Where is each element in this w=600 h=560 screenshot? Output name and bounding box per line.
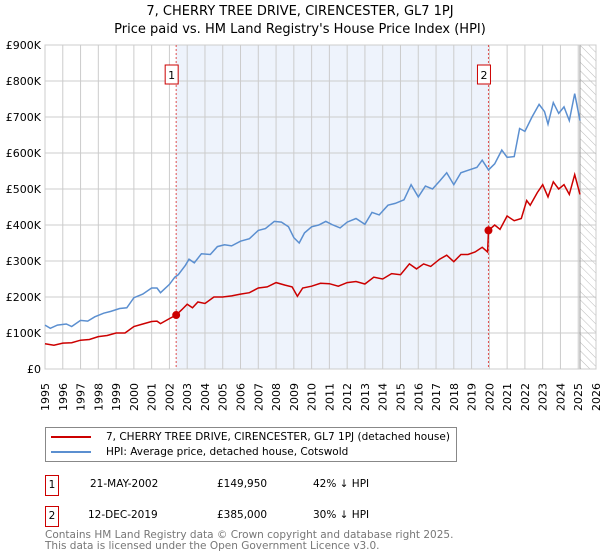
sale-badge: 2 (45, 506, 59, 527)
x-tick-label: 2024 (554, 383, 567, 411)
x-tick-label: 2006 (235, 383, 248, 411)
x-tick-label: 2014 (377, 383, 390, 411)
x-tick-label: 2002 (163, 383, 176, 411)
sale-price: £149,950 (217, 478, 268, 490)
x-tick-label: 2011 (323, 383, 336, 411)
x-tick-label: 2017 (430, 383, 443, 411)
y-tick-label: £500K (6, 183, 42, 196)
y-tick-label: £0 (27, 363, 41, 376)
legend-label: HPI: Average price, detached house, Cots… (106, 446, 349, 458)
x-tick-label: 2019 (466, 383, 479, 411)
price-chart: 1995 1996 1997 1998 1999 2000 2001 2002 2003 2004… (6, 39, 600, 411)
sale-date: 12-DEC-2019 (88, 509, 158, 521)
annotation-label: 1 (168, 69, 175, 82)
annotation-box (164, 64, 179, 85)
series-line (44, 93, 581, 330)
sale-delta: 42% ↓ HPI (313, 478, 370, 490)
y-tick-label: £200K (6, 291, 42, 304)
legend-swatch-red (51, 436, 91, 438)
sale-row: 2 12-DEC-2019 £385,000 30% ↓ HPI (45, 506, 445, 527)
y-tick-label: £100K (6, 327, 42, 340)
annotation-label: 2 (480, 69, 487, 82)
legend-item-hpi: HPI: Average price, detached house, Cots… (51, 446, 348, 458)
sale-price: £385,000 (217, 509, 268, 521)
y-tick-label: £900K (6, 39, 42, 52)
footer-line: Contains HM Land Registry data © Crown c… (45, 529, 454, 541)
legend-item-property: 7, CHERRY TREE DRIVE, CIRENCESTER, GL7 1… (51, 431, 450, 443)
x-tick-label: 2022 (519, 383, 532, 411)
x-tick-label: 2023 (537, 383, 550, 411)
x-tick-label: 2012 (341, 383, 354, 411)
x-tick-label: 2001 (146, 383, 159, 411)
legend-swatch-blue (51, 451, 91, 453)
x-tick-label: 2005 (217, 383, 230, 411)
footer-line: This data is licensed under the Open Gov… (45, 540, 380, 552)
y-tick-label: £400K (6, 219, 42, 232)
x-tick-label: 2000 (128, 383, 141, 411)
legend: 7, CHERRY TREE DRIVE, CIRENCESTER, GL7 1… (45, 427, 457, 462)
series-line (44, 171, 581, 346)
y-tick-label: £300K (6, 255, 42, 268)
x-tick-label: 1998 (92, 383, 105, 411)
x-tick-label: 2013 (359, 383, 372, 411)
chart-subtitle: Price paid vs. HM Land Registry's House … (114, 22, 486, 37)
sale-point (484, 226, 493, 235)
x-tick-label: 2020 (483, 383, 496, 411)
forecast-hatch (579, 44, 597, 370)
x-tick-label: 2025 (572, 383, 585, 411)
x-tick-label: 2015 (394, 383, 407, 411)
x-tick-label: 2008 (270, 383, 283, 411)
x-tick-label: 2007 (252, 383, 265, 411)
legend-label: 7, CHERRY TREE DRIVE, CIRENCESTER, GL7 1… (106, 431, 450, 443)
x-tick-label: 2018 (448, 383, 461, 411)
x-tick-label: 1997 (75, 383, 88, 411)
footer: Contains HM Land Registry data © Crown c… (45, 530, 453, 552)
x-tick-label: 1999 (110, 383, 123, 411)
y-tick-label: £600K (6, 147, 42, 160)
x-tick-label: 2003 (181, 383, 194, 411)
x-tick-label: 2010 (306, 383, 319, 411)
x-tick-label: 2009 (288, 383, 301, 411)
x-tick-label: 2026 (590, 383, 600, 411)
x-tick-label: 2004 (199, 383, 212, 411)
chart-title: 7, CHERRY TREE DRIVE, CIRENCESTER, GL7 1… (146, 4, 454, 19)
plot-border (44, 44, 597, 370)
y-tick-label: £800K (6, 75, 42, 88)
sale-delta: 30% ↓ HPI (313, 509, 370, 521)
sale-point (172, 311, 181, 320)
annotation-box (476, 64, 491, 85)
sale-date: 21-MAY-2002 (90, 478, 159, 490)
x-tick-label: 1996 (57, 383, 70, 411)
x-tick-label: 2021 (501, 383, 514, 411)
x-tick-label: 2016 (412, 383, 425, 411)
y-tick-label: £700K (6, 111, 42, 124)
x-tick-label: 1995 (39, 383, 52, 411)
sale-row: 1 21-MAY-2002 £149,950 42% ↓ HPI (45, 475, 445, 496)
sale-badge: 1 (45, 475, 59, 496)
